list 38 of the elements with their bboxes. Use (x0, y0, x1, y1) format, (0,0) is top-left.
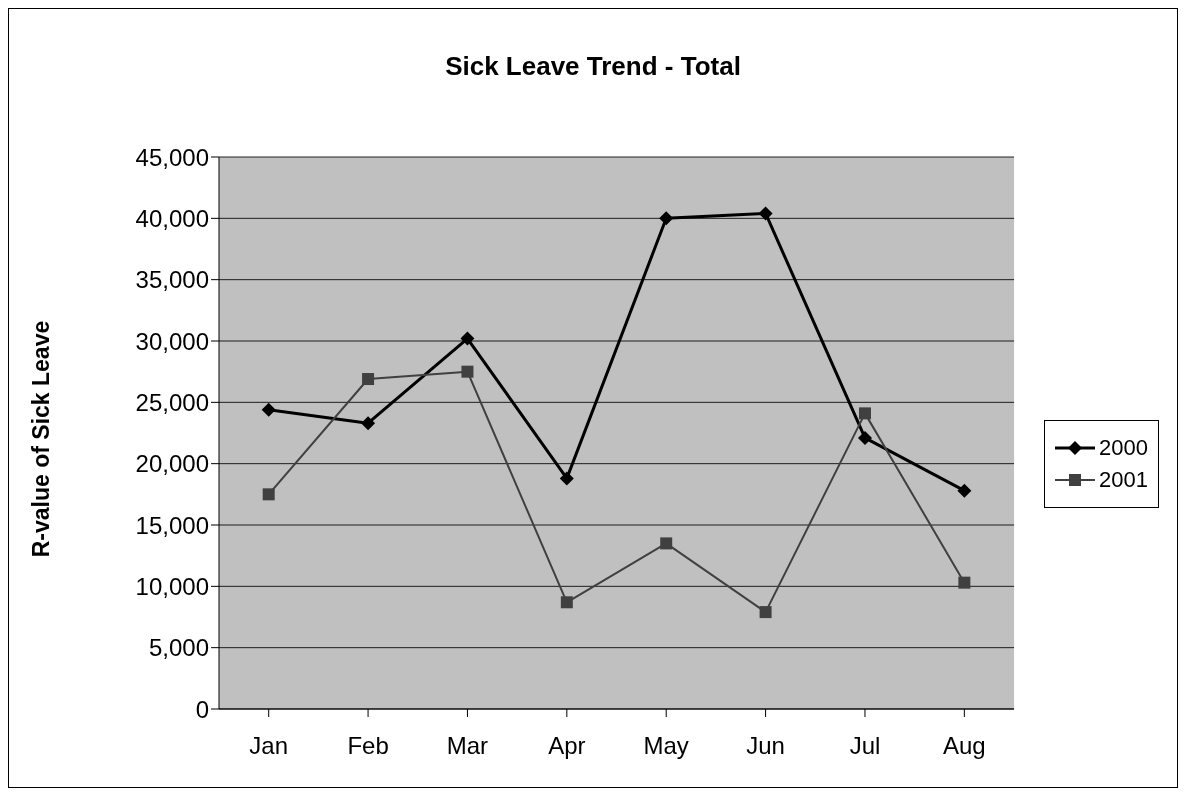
point (460, 331, 475, 346)
x-tick-label: May (643, 732, 689, 760)
x-tick-label: Jun (746, 732, 785, 760)
point (659, 211, 674, 226)
y-tick-label: 15,000 (135, 511, 209, 539)
point (758, 206, 773, 221)
y-tick-label: 20,000 (135, 450, 209, 478)
y-tick-label: 30,000 (135, 327, 209, 355)
legend-label: 2001 (1099, 467, 1148, 493)
point (759, 606, 772, 619)
point (262, 488, 275, 501)
chart-title: Sick Leave Trend - Total (444, 51, 742, 82)
point (461, 365, 474, 378)
point (858, 407, 871, 420)
y-tick-label: 5,000 (148, 634, 209, 662)
point (958, 576, 971, 589)
y-tick-label: 25,000 (135, 388, 209, 416)
point (261, 402, 276, 417)
y-tick-label: 0 (195, 695, 209, 723)
x-tick-label: Mar (446, 732, 489, 760)
x-tick-label: Jan (249, 732, 289, 760)
y-tick-label: 40,000 (135, 204, 209, 232)
point (560, 596, 573, 609)
point (361, 416, 376, 431)
y-tick-label: 45,000 (135, 143, 209, 171)
legend-label: 2000 (1099, 435, 1148, 461)
point (957, 483, 972, 498)
y-tick-label: 10,000 (135, 572, 209, 600)
x-tick-label: Jul (849, 732, 881, 760)
x-tick-label: Apr (548, 732, 586, 760)
y-axis-title: R-value of Sick Leave (27, 320, 55, 558)
y-tick-label: 35,000 (135, 266, 209, 294)
point (362, 373, 375, 386)
x-tick-label: Feb (347, 732, 389, 760)
point (559, 471, 574, 486)
point (857, 430, 872, 445)
point (660, 537, 673, 550)
x-tick-label: Aug (943, 732, 986, 760)
